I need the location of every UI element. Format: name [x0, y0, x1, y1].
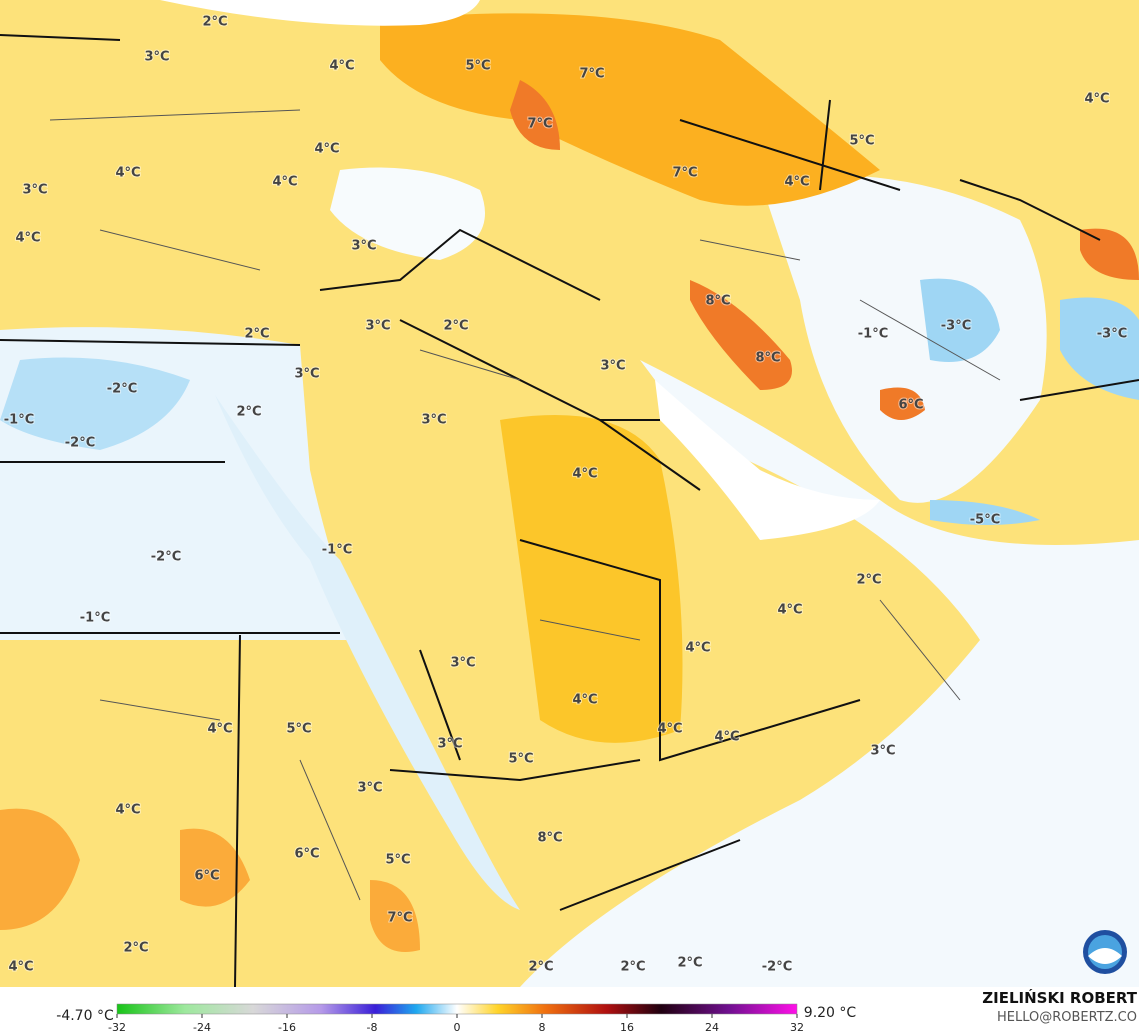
warm-area [0, 808, 420, 952]
temperature-label: -1°C [80, 611, 110, 626]
temperature-label: 4°C [784, 175, 809, 190]
temperature-label: 5°C [385, 853, 410, 868]
temperature-label: 4°C [572, 467, 597, 482]
temperature-label: 4°C [207, 722, 232, 737]
temperature-label: 4°C [115, 166, 140, 181]
colorbar-max: 9.20 °C [804, 1005, 857, 1021]
temperature-label: 3°C [294, 367, 319, 382]
temperature-label: 3°C [450, 656, 475, 671]
temperature-label: 7°C [387, 911, 412, 926]
temperature-label: 2°C [856, 573, 881, 588]
temperature-label: 8°C [755, 351, 780, 366]
colorbar-tick-label: 0 [454, 1021, 461, 1034]
colorbar-tick-label: 24 [705, 1021, 719, 1034]
cool-area [760, 175, 1047, 503]
temperature-label: -2°C [107, 382, 137, 397]
temperature-label: 3°C [365, 319, 390, 334]
sea [160, 0, 480, 26]
colorbar-min: -4.70 °C [56, 1008, 114, 1024]
map [0, 0, 1139, 988]
temperature-label: 4°C [777, 603, 802, 618]
colorbar-tick-label: -8 [367, 1021, 378, 1034]
colorbar-tick-label: -32 [108, 1021, 126, 1034]
temperature-label: -1°C [4, 413, 34, 428]
cold-area [920, 278, 1139, 525]
colorbar [116, 1003, 798, 1015]
temperature-label: 2°C [123, 941, 148, 956]
warm-area [380, 13, 880, 206]
cool-area [520, 360, 1139, 987]
red-sea [215, 395, 520, 910]
temperature-label: 4°C [329, 59, 354, 74]
temperature-label: 4°C [685, 641, 710, 656]
temperature-label: 2°C [528, 960, 553, 975]
temperature-label: 2°C [620, 960, 645, 975]
temperature-label: -2°C [762, 960, 792, 975]
colorbar-tick-label: 32 [790, 1021, 804, 1034]
temperature-label: -3°C [1097, 327, 1127, 342]
temperature-label: 8°C [705, 294, 730, 309]
temperature-label: 4°C [572, 693, 597, 708]
temperature-label: 5°C [508, 752, 533, 767]
temperature-label: 3°C [22, 183, 47, 198]
temperature-label: 3°C [600, 359, 625, 374]
map-labels: 2°C 3°C 4°C 5°C 7°C 4°C 7°C 4°C 5°C 4°C 4°C 7°C 4°C 3… [3, 14, 1128, 976]
temperature-label: 4°C [272, 175, 297, 190]
temperature-label: 4°C [314, 142, 339, 157]
temperature-label: 2°C [443, 319, 468, 334]
cool-area [330, 167, 485, 260]
temperature-label: 6°C [294, 847, 319, 862]
temperature-label: 2°C [236, 405, 261, 420]
contact: HELLO@ROBERTZ.CO [997, 1010, 1137, 1025]
temperature-label: 8°C [537, 831, 562, 846]
temperature-label: -1°C [858, 327, 888, 342]
temperature-label: 4°C [15, 231, 40, 246]
temperature-label: 4°C [8, 960, 33, 975]
temperature-label: 7°C [579, 67, 604, 82]
colorbar-tick-label: -24 [193, 1021, 211, 1034]
temperature-label: -2°C [65, 436, 95, 451]
temperature-label: 6°C [898, 398, 923, 413]
temperature-label: 7°C [672, 166, 697, 181]
colorbar-tick-label: -16 [278, 1021, 296, 1034]
temperature-label: 2°C [202, 15, 227, 30]
cool-area [0, 357, 190, 450]
temperature-label: 2°C [677, 956, 702, 971]
temperature-label: 3°C [351, 239, 376, 254]
temperature-label: 3°C [870, 744, 895, 759]
temperature-label: -5°C [970, 513, 1000, 528]
temperature-label: 7°C [527, 117, 552, 132]
temperature-label: 5°C [286, 722, 311, 737]
temperature-label: 3°C [144, 50, 169, 65]
colorbar-tick-label: 16 [620, 1021, 634, 1034]
temperature-label: 3°C [437, 737, 462, 752]
noaa-logo [1083, 930, 1127, 974]
temperature-label: 4°C [657, 722, 682, 737]
temperature-label: 3°C [421, 413, 446, 428]
temperature-label: 2°C [244, 327, 269, 342]
temperature-label: 3°C [357, 781, 382, 796]
author: ZIELIŃSKI ROBERT [982, 988, 1137, 1007]
warm-area [500, 415, 683, 743]
gulf [655, 380, 880, 540]
temperature-label: -2°C [151, 550, 181, 565]
temperature-label: 5°C [465, 59, 490, 74]
temperature-label: 4°C [115, 803, 140, 818]
temperature-label: -3°C [941, 319, 971, 334]
temperature-label: 6°C [194, 869, 219, 884]
temperature-label: 4°C [714, 730, 739, 745]
temperature-label: 4°C [1084, 92, 1109, 107]
temperature-label: 5°C [849, 134, 874, 149]
colorbar-tick-label: 8 [539, 1021, 546, 1034]
temperature-label: -1°C [322, 543, 352, 558]
